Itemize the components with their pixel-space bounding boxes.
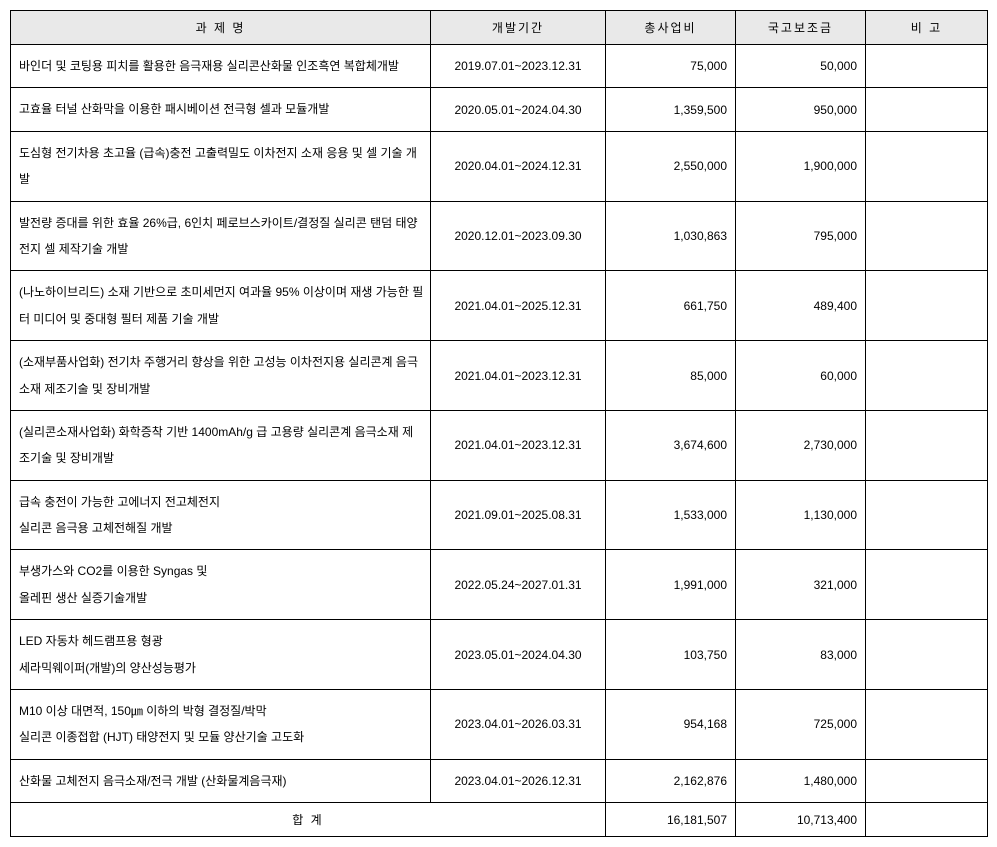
table-row: 도심형 전기차용 초고율 (급속)충전 고출력밀도 이차전지 소재 응용 및 셀… <box>11 131 988 201</box>
cell-remark <box>866 45 988 88</box>
table-row: 산화물 고체전지 음극소재/전극 개발 (산화물계음극재)2023.04.01~… <box>11 759 988 802</box>
footer-label: 합 계 <box>11 803 606 837</box>
header-period: 개발기간 <box>431 11 606 45</box>
cell-total: 2,162,876 <box>606 759 736 802</box>
cell-remark <box>866 131 988 201</box>
cell-total: 661,750 <box>606 271 736 341</box>
cell-subsidy: 60,000 <box>736 341 866 411</box>
cell-project: 급속 충전이 가능한 고에너지 전고체전지실리콘 음극용 고체전해질 개발 <box>11 480 431 550</box>
cell-project: 산화물 고체전지 음극소재/전극 개발 (산화물계음극재) <box>11 759 431 802</box>
cell-subsidy: 795,000 <box>736 201 866 271</box>
projects-table: 과 제 명 개발기간 총사업비 국고보조금 비 고 바인더 및 코팅용 피치를 … <box>10 10 988 837</box>
table-row: M10 이상 대면적, 150㎛ 이하의 박형 결정질/박막실리콘 이종접합 (… <box>11 690 988 760</box>
cell-project: 바인더 및 코팅용 피치를 활용한 음극재용 실리콘산화물 인조흑연 복합체개발 <box>11 45 431 88</box>
cell-remark <box>866 759 988 802</box>
cell-project: (소재부품사업화) 전기차 주행거리 향상을 위한 고성능 이차전지용 실리콘계… <box>11 341 431 411</box>
table-row: 바인더 및 코팅용 피치를 활용한 음극재용 실리콘산화물 인조흑연 복합체개발… <box>11 45 988 88</box>
table-body: 바인더 및 코팅용 피치를 활용한 음극재용 실리콘산화물 인조흑연 복합체개발… <box>11 45 988 803</box>
cell-subsidy: 1,480,000 <box>736 759 866 802</box>
cell-period: 2019.07.01~2023.12.31 <box>431 45 606 88</box>
cell-period: 2020.05.01~2024.04.30 <box>431 88 606 131</box>
header-remark: 비 고 <box>866 11 988 45</box>
cell-project: M10 이상 대면적, 150㎛ 이하의 박형 결정질/박막실리콘 이종접합 (… <box>11 690 431 760</box>
cell-remark <box>866 480 988 550</box>
table-row: 발전량 증대를 위한 효율 26%급, 6인치 페로브스카이트/결정질 실리콘 … <box>11 201 988 271</box>
cell-total: 954,168 <box>606 690 736 760</box>
cell-subsidy: 950,000 <box>736 88 866 131</box>
cell-period: 2021.09.01~2025.08.31 <box>431 480 606 550</box>
header-total-cost: 총사업비 <box>606 11 736 45</box>
cell-total: 1,030,863 <box>606 201 736 271</box>
cell-project: (나노하이브리드) 소재 기반으로 초미세먼지 여과율 95% 이상이며 재생 … <box>11 271 431 341</box>
footer-subsidy: 10,713,400 <box>736 803 866 837</box>
cell-project: 도심형 전기차용 초고율 (급속)충전 고출력밀도 이차전지 소재 응용 및 셀… <box>11 131 431 201</box>
cell-total: 3,674,600 <box>606 410 736 480</box>
cell-subsidy: 2,730,000 <box>736 410 866 480</box>
footer-total: 16,181,507 <box>606 803 736 837</box>
cell-subsidy: 1,900,000 <box>736 131 866 201</box>
cell-total: 1,991,000 <box>606 550 736 620</box>
cell-period: 2022.05.24~2027.01.31 <box>431 550 606 620</box>
cell-remark <box>866 690 988 760</box>
cell-period: 2021.04.01~2025.12.31 <box>431 271 606 341</box>
cell-remark <box>866 410 988 480</box>
header-project: 과 제 명 <box>11 11 431 45</box>
cell-subsidy: 1,130,000 <box>736 480 866 550</box>
cell-remark <box>866 88 988 131</box>
header-subsidy: 국고보조금 <box>736 11 866 45</box>
table-row: 고효율 터널 산화막을 이용한 패시베이션 전극형 셀과 모듈개발2020.05… <box>11 88 988 131</box>
cell-remark <box>866 271 988 341</box>
cell-period: 2020.12.01~2023.09.30 <box>431 201 606 271</box>
table-row: 부생가스와 CO2를 이용한 Syngas 및올레핀 생산 실증기술개발2022… <box>11 550 988 620</box>
cell-period: 2023.04.01~2026.12.31 <box>431 759 606 802</box>
table-footer: 합 계 16,181,507 10,713,400 <box>11 803 988 837</box>
cell-subsidy: 50,000 <box>736 45 866 88</box>
cell-period: 2021.04.01~2023.12.31 <box>431 341 606 411</box>
cell-subsidy: 321,000 <box>736 550 866 620</box>
cell-total: 1,359,500 <box>606 88 736 131</box>
cell-period: 2023.04.01~2026.03.31 <box>431 690 606 760</box>
cell-subsidy: 489,400 <box>736 271 866 341</box>
table-header: 과 제 명 개발기간 총사업비 국고보조금 비 고 <box>11 11 988 45</box>
cell-total: 85,000 <box>606 341 736 411</box>
cell-remark <box>866 341 988 411</box>
table-row: (실리콘소재사업화) 화학증착 기반 1400mAh/g 급 고용량 실리콘계 … <box>11 410 988 480</box>
table-row: (소재부품사업화) 전기차 주행거리 향상을 위한 고성능 이차전지용 실리콘계… <box>11 341 988 411</box>
cell-remark <box>866 201 988 271</box>
cell-total: 2,550,000 <box>606 131 736 201</box>
cell-total: 75,000 <box>606 45 736 88</box>
cell-period: 2020.04.01~2024.12.31 <box>431 131 606 201</box>
cell-project: (실리콘소재사업화) 화학증착 기반 1400mAh/g 급 고용량 실리콘계 … <box>11 410 431 480</box>
cell-total: 1,533,000 <box>606 480 736 550</box>
table-row: (나노하이브리드) 소재 기반으로 초미세먼지 여과율 95% 이상이며 재생 … <box>11 271 988 341</box>
cell-subsidy: 725,000 <box>736 690 866 760</box>
cell-remark <box>866 550 988 620</box>
footer-remark <box>866 803 988 837</box>
table-row: 급속 충전이 가능한 고에너지 전고체전지실리콘 음극용 고체전해질 개발202… <box>11 480 988 550</box>
cell-project: 발전량 증대를 위한 효율 26%급, 6인치 페로브스카이트/결정질 실리콘 … <box>11 201 431 271</box>
cell-project: 부생가스와 CO2를 이용한 Syngas 및올레핀 생산 실증기술개발 <box>11 550 431 620</box>
cell-project: 고효율 터널 산화막을 이용한 패시베이션 전극형 셀과 모듈개발 <box>11 88 431 131</box>
cell-period: 2021.04.01~2023.12.31 <box>431 410 606 480</box>
